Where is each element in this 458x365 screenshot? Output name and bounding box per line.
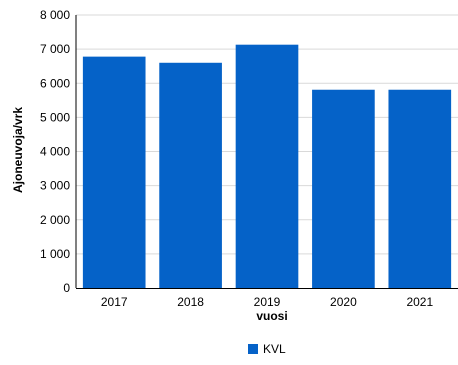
y-tick-label: 2 000 xyxy=(40,213,70,227)
bars xyxy=(82,44,452,289)
bar-2021 xyxy=(388,89,452,288)
y-tick-label: 5 000 xyxy=(40,110,70,124)
y-tick-label: 1 000 xyxy=(40,247,70,261)
y-tick-label: 6 000 xyxy=(40,76,70,90)
x-tick-label: 2018 xyxy=(177,295,204,309)
x-tick-label: 2019 xyxy=(254,295,281,309)
bar-2020 xyxy=(312,89,375,288)
y-tick-label: 7 000 xyxy=(40,42,70,56)
bar-2019 xyxy=(235,44,299,288)
y-axis-label: Ajoneuvoja/vrk xyxy=(11,107,25,193)
x-tick-label: 2020 xyxy=(330,295,357,309)
x-tick-labels: 2017 2018 2019 2020 2021 xyxy=(101,295,434,309)
y-tick-label: 0 xyxy=(63,281,70,295)
legend: KVL xyxy=(248,342,286,356)
legend-label-kvl: KVL xyxy=(263,342,286,356)
y-tick-label: 4 000 xyxy=(40,145,70,159)
bar-2017 xyxy=(82,56,146,288)
axes xyxy=(75,15,458,289)
legend-swatch-kvl xyxy=(248,344,258,354)
x-tick-label: 2021 xyxy=(406,295,433,309)
y-tick-label: 8 000 xyxy=(40,8,70,22)
x-axis-label: vuosi xyxy=(256,309,287,323)
y-tick-labels: 0 1 000 2 000 3 000 4 000 5 000 6 000 7 000 8 00… xyxy=(40,8,70,295)
x-tick-label: 2017 xyxy=(101,295,128,309)
y-tick-label: 3 000 xyxy=(40,179,70,193)
bar-2018 xyxy=(159,62,222,289)
